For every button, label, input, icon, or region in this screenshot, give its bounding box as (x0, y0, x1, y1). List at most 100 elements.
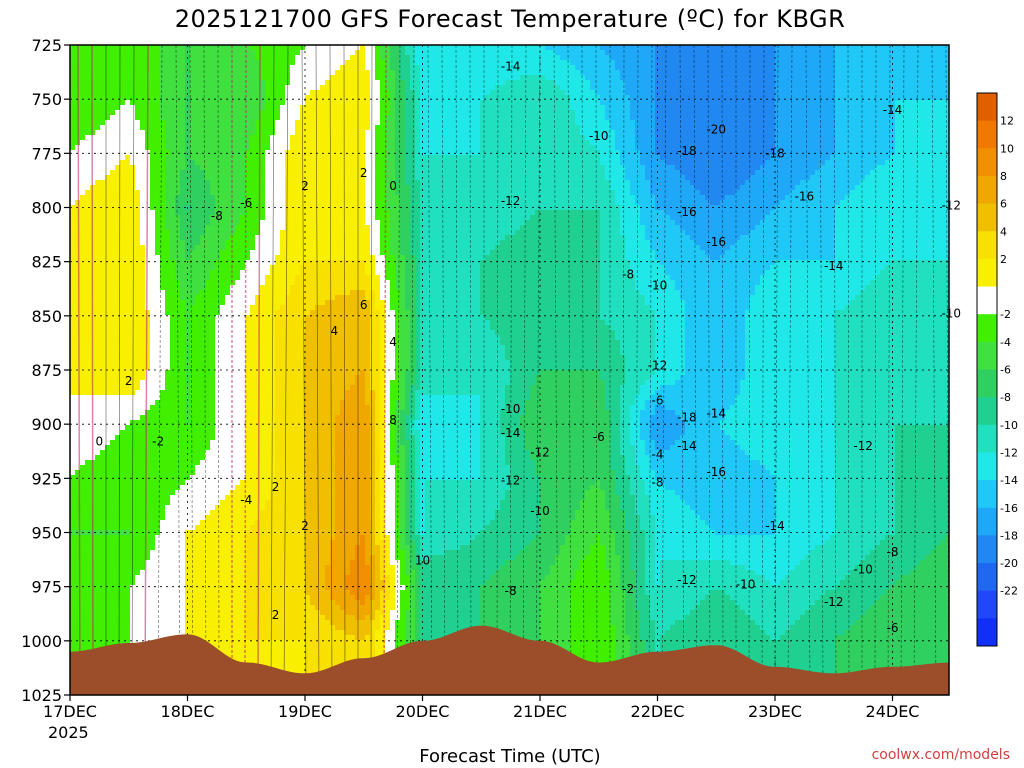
field-cell (145, 575, 151, 581)
field-cell (95, 45, 101, 51)
field-cell (195, 60, 201, 66)
field-cell (115, 575, 121, 581)
field-cell (180, 470, 186, 476)
field-cell (100, 370, 106, 376)
field-cell (75, 400, 81, 406)
field-cell (255, 465, 261, 471)
field-cell (225, 190, 231, 196)
field-cell (240, 275, 246, 281)
field-cell (150, 105, 156, 111)
field-cell (200, 420, 206, 426)
field-cell (255, 315, 261, 321)
field-cell (95, 90, 101, 96)
field-cell (150, 315, 156, 321)
field-cell (245, 625, 251, 631)
field-cell (105, 620, 111, 626)
field-cell (210, 475, 216, 481)
field-cell (80, 115, 86, 121)
field-cell (250, 640, 256, 646)
field-cell (115, 230, 121, 236)
field-cell (75, 540, 81, 546)
field-cell (250, 355, 256, 361)
field-cell (220, 255, 226, 261)
field-cell (130, 600, 136, 606)
field-cell (215, 405, 221, 411)
field-cell (190, 485, 196, 491)
field-cell (125, 295, 131, 301)
field-cell (250, 155, 256, 161)
field-cell (240, 265, 246, 271)
field-cell (125, 450, 131, 456)
field-cell (150, 255, 156, 261)
field-cell (245, 160, 251, 166)
field-cell (110, 295, 116, 301)
field-cell (125, 425, 131, 431)
field-cell (135, 130, 141, 136)
field-cell (170, 345, 176, 351)
field-cell (230, 185, 236, 191)
field-cell (145, 430, 151, 436)
field-cell (95, 545, 101, 551)
field-cell (245, 375, 251, 381)
field-cell (155, 220, 161, 226)
field-cell (125, 120, 131, 126)
field-cell (170, 75, 176, 81)
field-cell (140, 600, 146, 606)
field-cell (160, 600, 166, 606)
field-cell (230, 635, 236, 641)
field-cell (70, 55, 76, 61)
field-cell (130, 555, 136, 561)
field-cell (140, 80, 146, 86)
field-cell (245, 540, 251, 546)
field-cell (205, 215, 211, 221)
field-cell (70, 330, 76, 336)
field-cell (225, 420, 231, 426)
field-cell (220, 355, 226, 361)
field-cell (205, 315, 211, 321)
field-cell (115, 120, 121, 126)
field-cell (240, 500, 246, 506)
field-cell (215, 275, 221, 281)
field-cell (190, 470, 196, 476)
field-cell (100, 490, 106, 496)
field-cell (190, 230, 196, 236)
field-cell (105, 615, 111, 621)
field-cell (130, 125, 136, 131)
field-cell (170, 110, 176, 116)
field-cell (190, 100, 196, 106)
field-cell (220, 305, 226, 311)
field-cell (120, 600, 126, 606)
field-cell (175, 120, 181, 126)
field-cell (135, 375, 141, 381)
field-cell (105, 460, 111, 466)
field-cell (150, 535, 156, 541)
field-cell (190, 455, 196, 461)
field-cell (170, 380, 176, 386)
field-cell (145, 635, 151, 641)
field-cell (175, 490, 181, 496)
field-cell (75, 555, 81, 561)
field-cell (135, 470, 141, 476)
field-cell (210, 340, 216, 346)
field-cell (100, 190, 106, 196)
field-cell (170, 125, 176, 131)
field-cell (170, 190, 176, 196)
field-cell (125, 530, 131, 536)
field-cell (200, 330, 206, 336)
field-cell (100, 460, 106, 466)
field-cell (140, 125, 146, 131)
field-cell (255, 250, 261, 256)
field-cell (115, 150, 121, 156)
field-cell (70, 580, 76, 586)
field-cell (75, 345, 81, 351)
field-cell (130, 310, 136, 316)
field-cell (80, 470, 86, 476)
field-cell (140, 55, 146, 61)
field-cell (150, 355, 156, 361)
field-cell (255, 140, 261, 146)
field-cell (170, 105, 176, 111)
field-cell (75, 505, 81, 511)
field-cell (245, 630, 251, 636)
field-cell (165, 540, 171, 546)
